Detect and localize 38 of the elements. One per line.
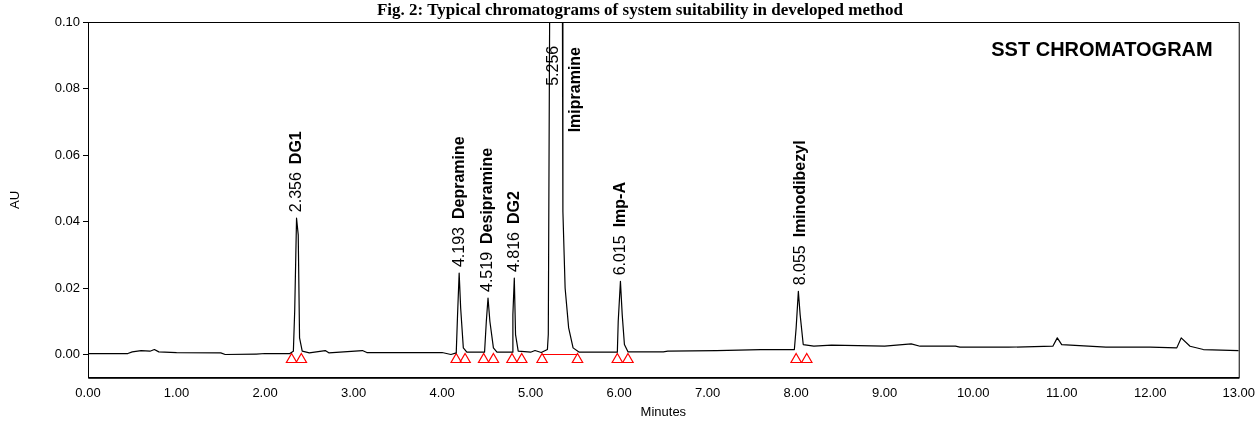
x-tick-label: 1.00	[163, 385, 190, 401]
annotation: Imipramine	[565, 46, 583, 133]
chart-title: Fig. 2: Typical chromatograms of system suitability in developed method	[376, 0, 904, 19]
x-tick-label: 12.00	[1133, 385, 1167, 401]
annotation: DG1	[286, 131, 304, 165]
x-tick-label: 11.00	[1045, 385, 1078, 401]
x-tick-label: 3.00	[340, 385, 367, 401]
annotation: 4.193	[449, 226, 467, 268]
annotation: Imp-A	[610, 181, 628, 228]
x-tick-label: 13.00	[1222, 385, 1256, 401]
y-tick-label: 0.08	[54, 80, 80, 96]
x-tick-label: 2.00	[252, 385, 278, 401]
y-tick-label: 0.06	[54, 146, 80, 162]
y-tick-label: 0.04	[54, 213, 80, 229]
annotation: 4.816	[504, 231, 522, 273]
x-tick-label: 6.00	[606, 385, 632, 401]
x-tick-label: 10.00	[956, 385, 990, 401]
x-tick-label: 8.00	[783, 385, 809, 401]
x-tick-label: 0.00	[75, 385, 101, 401]
annotation: Depramine	[449, 136, 467, 220]
y-tick-label: 0.02	[54, 279, 80, 295]
annotation: 2.356	[286, 172, 304, 213]
annotation: 6.015	[610, 235, 628, 276]
x-tick-label: 9.00	[872, 385, 898, 401]
x-tick-label: 5.00	[517, 385, 544, 401]
annotation: 4.519	[478, 251, 496, 292]
y-tick-label: 0.10	[54, 13, 80, 29]
y-tick-label: 0.00	[54, 346, 80, 362]
y-axis-title: AU	[7, 190, 23, 209]
x-tick-label: 7.00	[694, 385, 721, 401]
annotation: 8.055	[791, 245, 809, 286]
annotation: 5.256	[543, 45, 561, 86]
annotation: DG2	[504, 191, 522, 224]
x-axis-title: Minutes	[640, 403, 687, 419]
annotation: SST CHROMATOGRAM	[991, 37, 1213, 60]
annotation: Iminodibezyl	[791, 140, 809, 238]
x-tick-label: 4.00	[429, 385, 455, 401]
annotation: Desipramine	[478, 147, 496, 244]
